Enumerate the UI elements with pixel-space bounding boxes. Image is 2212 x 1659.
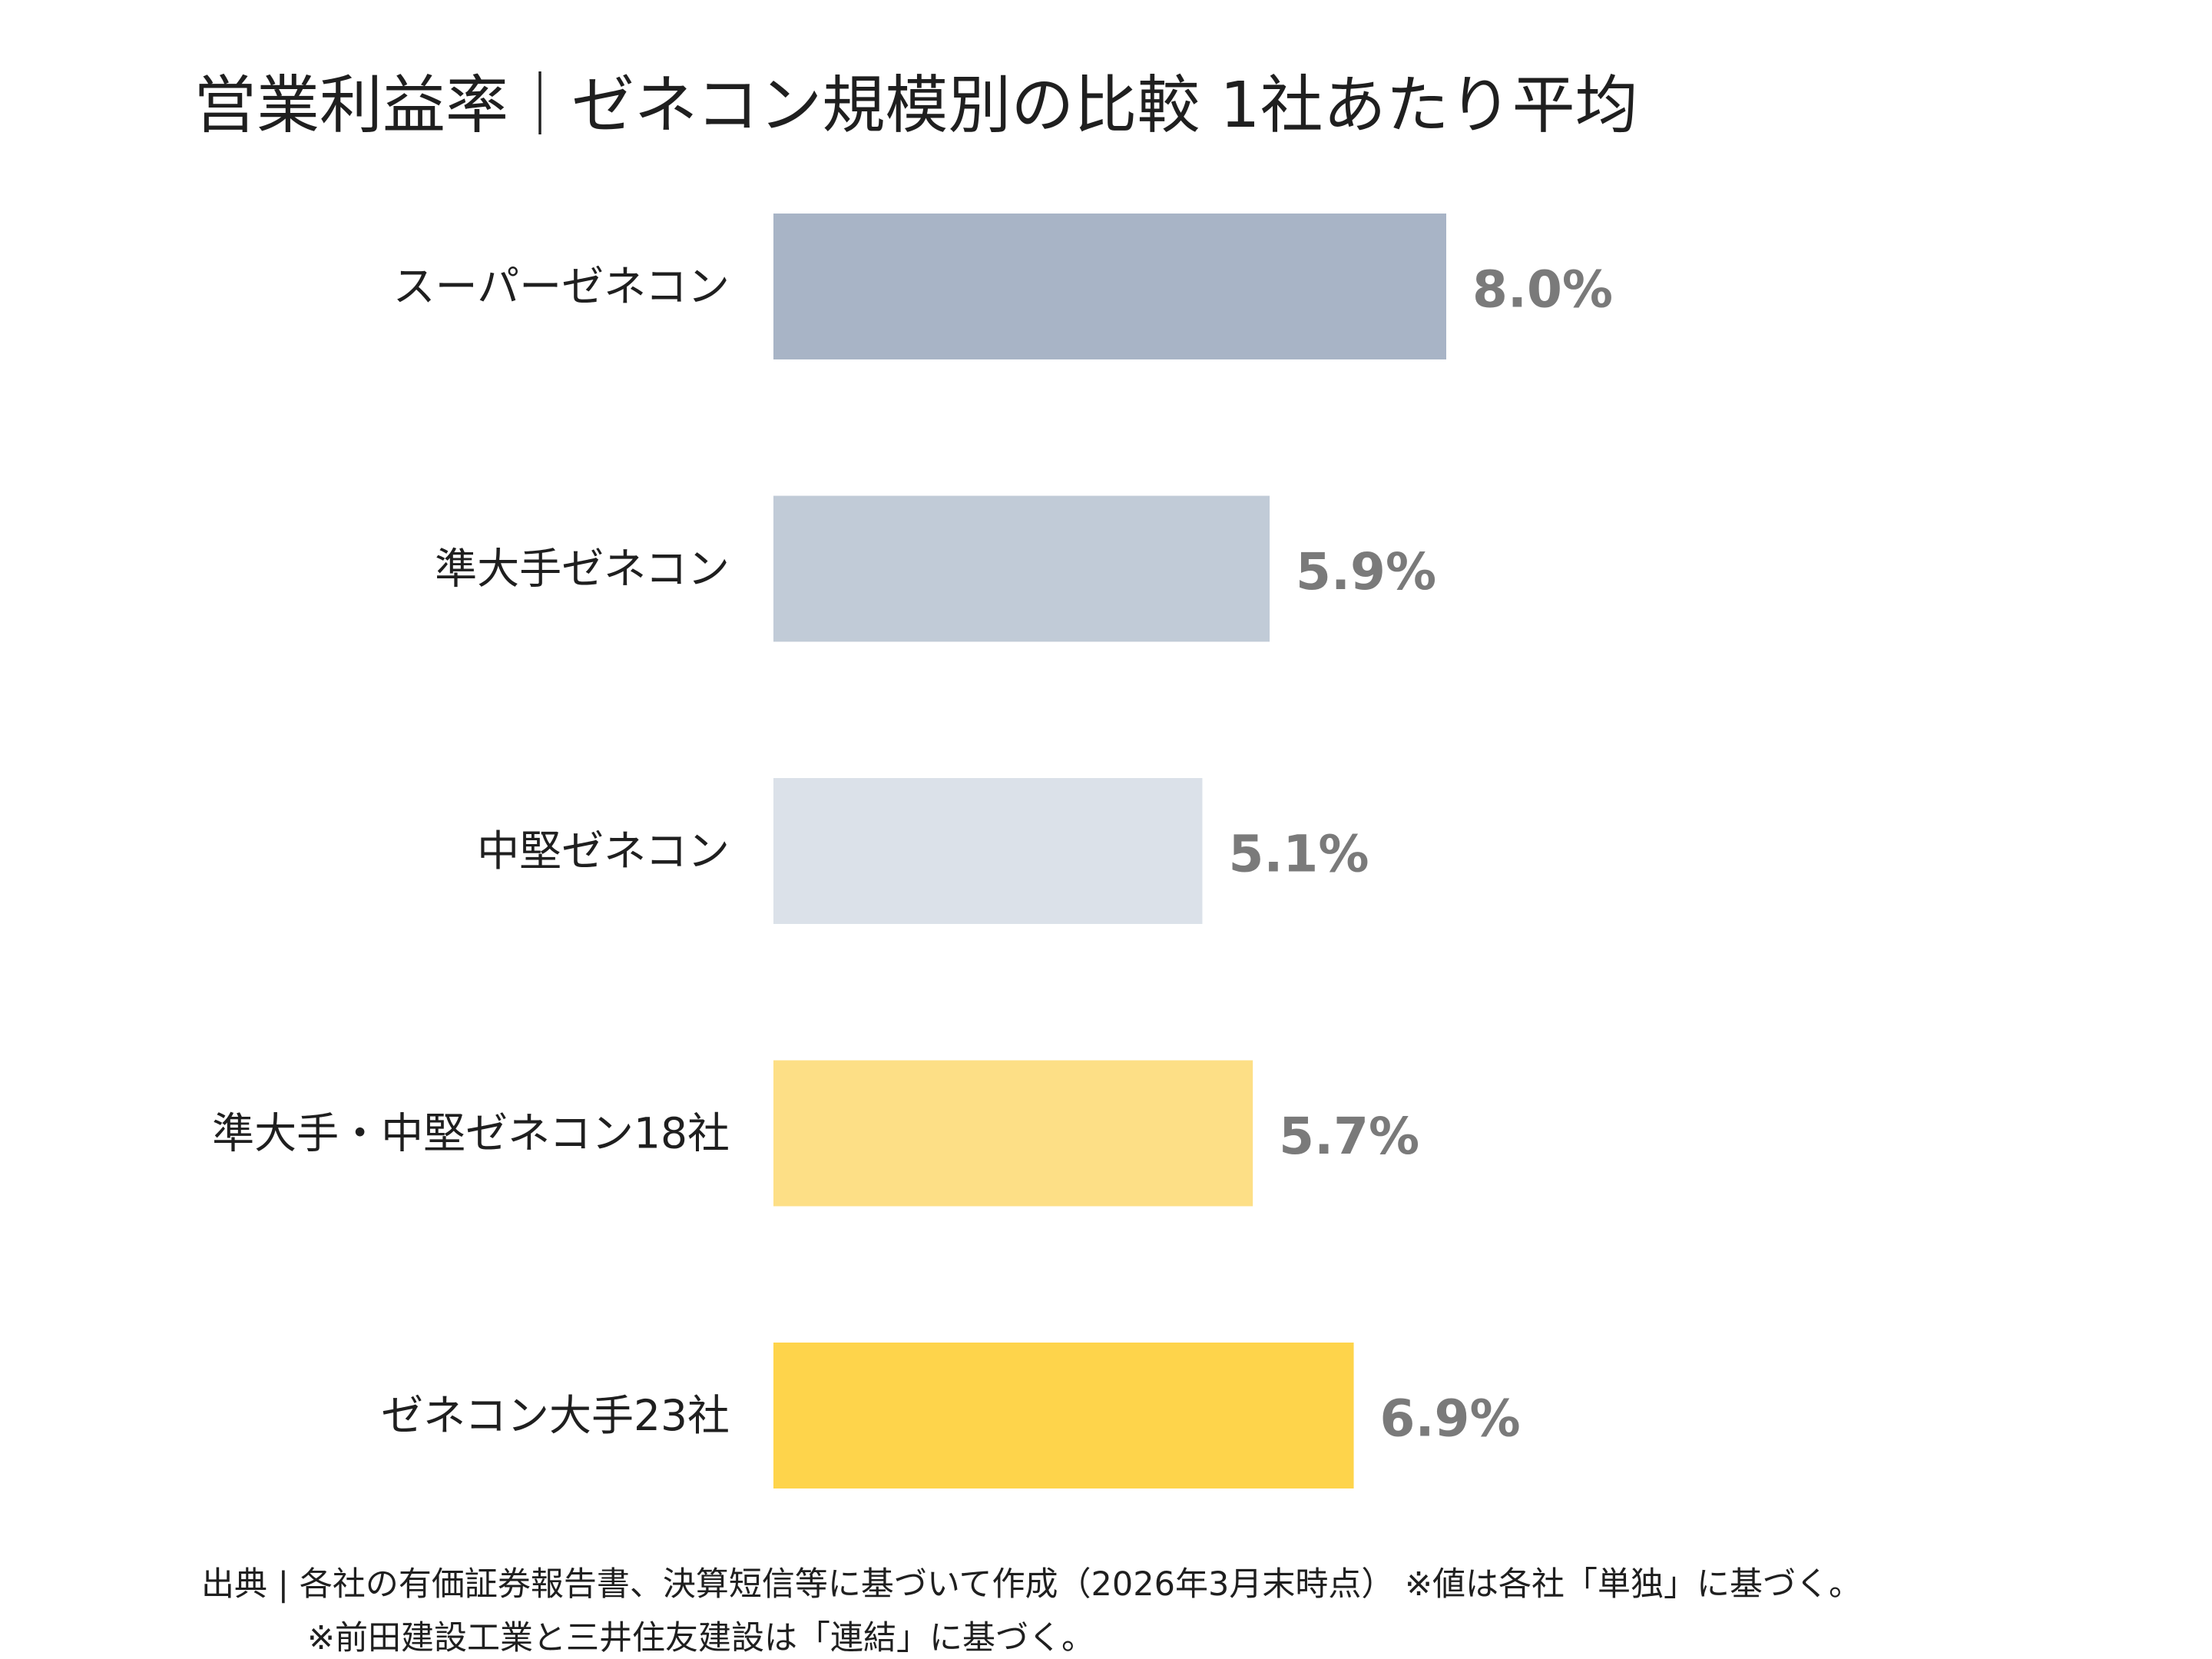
bars-layer: スーパーゼネコン 8.0% 準大手ゼネコン 5.9% 中堅ゼネコン 5.1% 準大手・中堅ゼ… [212,214,1613,1488]
category-label-3: 準大手・中堅ゼネコン18社 [212,1109,730,1158]
chart-title: 営業利益率｜ゼネコン規模別の比較 1社あたり平均 [194,69,1638,142]
value-label-4: 6.9% [1380,1389,1521,1449]
bar-1 [773,495,1270,642]
bar-4 [773,1343,1354,1488]
source-note: 出典 | 各社の有価証券報告書、決算短信等に基づいて作成（2026年3月末時点）… [201,1558,1862,1659]
category-label-0: スーパーゼネコン [393,262,730,311]
category-label-4: ゼネコン大手23社 [381,1391,730,1440]
bar-2 [773,778,1203,924]
category-label-2: 中堅ゼネコン [477,826,730,876]
category-label-1: 準大手ゼネコン [435,545,730,594]
value-label-1: 5.9% [1296,542,1436,601]
source-line-1: 出典 | 各社の有価証券報告書、決算短信等に基づいて作成（2026年3月末時点）… [201,1565,1863,1604]
source-line-2: ※前田建設工業と三井住友建設は「連結」に基づく。 [307,1619,1095,1657]
value-label-2: 5.1% [1228,825,1369,884]
value-label-3: 5.7% [1279,1107,1419,1166]
bar-0 [773,214,1446,359]
value-label-0: 8.0% [1472,260,1613,320]
bar-3 [773,1060,1253,1207]
